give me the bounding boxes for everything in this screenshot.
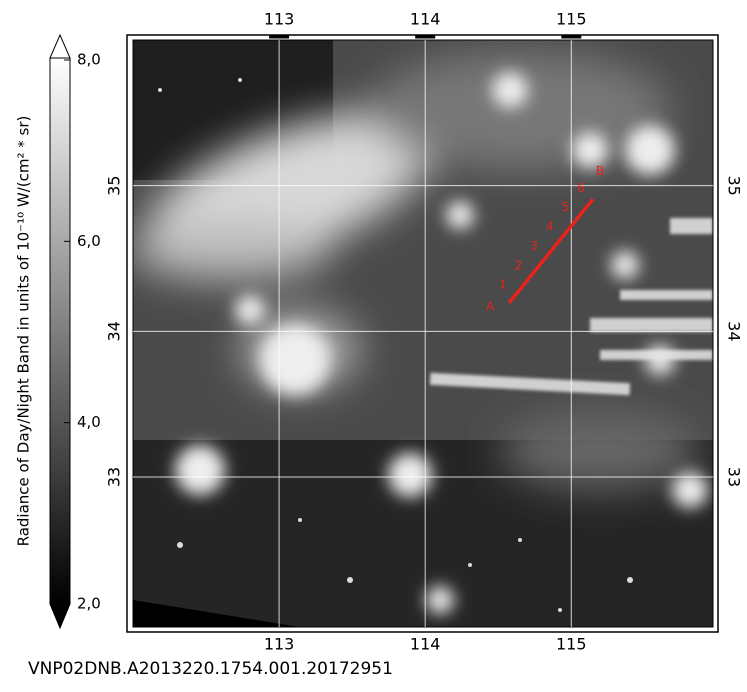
colorbar-min-arrow xyxy=(49,603,71,630)
lon-label-bottom: 113 xyxy=(264,635,295,654)
colorbar-tick-label: 8,0 xyxy=(77,51,101,69)
lon-label-top: 114 xyxy=(410,10,441,29)
transect-label: 6 xyxy=(577,181,585,195)
lat-label-left: 35 xyxy=(105,175,124,195)
lat-label-left: 34 xyxy=(105,321,124,341)
colorbar-tick-label: 6,0 xyxy=(77,232,101,250)
lat-label-right: 34 xyxy=(725,321,744,341)
transect-label: 4 xyxy=(546,220,554,234)
colorbar-max-arrow xyxy=(49,33,71,59)
lat-label-right: 35 xyxy=(725,175,744,195)
colorbar xyxy=(49,57,71,605)
lon-label-bottom: 114 xyxy=(410,635,441,654)
filename: VNP02DNB.A2013220.1754.001.20172951 xyxy=(28,659,393,679)
lon-label-top: 115 xyxy=(556,10,587,29)
lon-label-top: 113 xyxy=(264,10,295,29)
transect-label: 2 xyxy=(515,258,523,272)
transect-line xyxy=(507,197,595,305)
transect-label: 5 xyxy=(562,200,570,214)
colorbar-tick-label: 2,0 xyxy=(77,595,101,613)
transect-label: 3 xyxy=(530,239,538,253)
image-border xyxy=(132,39,714,628)
colorbar-tick-label: 4,0 xyxy=(77,413,101,431)
satellite-image xyxy=(133,40,713,627)
transect-label: 1 xyxy=(499,278,507,292)
lat-label-left: 33 xyxy=(105,467,124,487)
colorbar-label: Radiance of Day/Night Band in units of 1… xyxy=(15,116,33,547)
transect-label: A xyxy=(486,300,495,314)
frame xyxy=(126,34,719,633)
lat-label-right: 33 xyxy=(725,467,744,487)
transect-label: B xyxy=(596,164,604,178)
lon-label-bottom: 115 xyxy=(556,635,587,654)
